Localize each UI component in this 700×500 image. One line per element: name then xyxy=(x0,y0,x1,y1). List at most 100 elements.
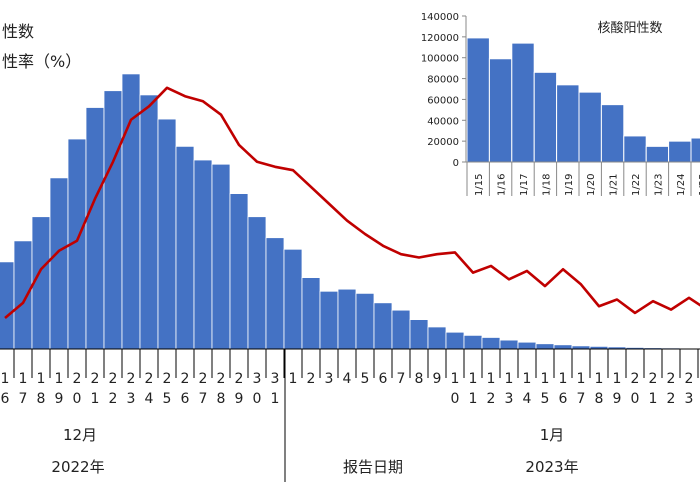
x-tick-label-31-0: 1 xyxy=(559,371,568,387)
bar-31 xyxy=(553,344,573,350)
month-label-dec: 12月 xyxy=(63,426,97,444)
bar-24 xyxy=(427,326,447,350)
x-tick-label-29-0: 1 xyxy=(523,371,532,387)
inset-bar-9 xyxy=(668,140,692,163)
x-tick-label-28-1: 3 xyxy=(505,391,514,407)
inset-x-tick-label-8: 1/23 xyxy=(653,174,664,196)
inset-title: 核酸阳性数 xyxy=(597,21,662,36)
bar-8 xyxy=(139,94,159,350)
bar-22 xyxy=(391,309,411,350)
x-tick-label-16-0: 1 xyxy=(289,371,298,387)
x-tick-label-0-0: 1 xyxy=(1,371,10,387)
x-tick-label-15-0: 3 xyxy=(271,371,280,387)
x-tick-label-37-0: 2 xyxy=(667,371,676,387)
x-tick-label-14-0: 3 xyxy=(253,371,262,387)
inset-y-tick-label-6: 120000 xyxy=(421,33,459,44)
positive-rate-line xyxy=(4,86,700,319)
x-tick-label-19-0: 4 xyxy=(343,371,352,387)
bar-17 xyxy=(301,277,321,350)
bar-27 xyxy=(481,337,501,350)
inset-x-tick-label-1: 1/16 xyxy=(497,174,508,196)
inset-x-tick-label-5: 1/20 xyxy=(586,174,597,196)
x-tick-label-38-1: 3 xyxy=(685,391,694,407)
x-tick-label-3-1: 9 xyxy=(55,391,64,407)
inset-bar-0 xyxy=(466,37,490,163)
bar-28 xyxy=(499,339,519,350)
x-tick-label-28-0: 1 xyxy=(505,371,514,387)
bar-21 xyxy=(373,302,393,350)
inset-y-tick-label-5: 100000 xyxy=(421,54,459,65)
x-tick-label-1-0: 1 xyxy=(19,371,28,387)
x-tick-label-9-0: 2 xyxy=(163,371,172,387)
x-tick-label-30-1: 5 xyxy=(541,391,550,407)
bar-16 xyxy=(283,248,303,350)
x-tick-label-6-0: 2 xyxy=(109,371,118,387)
year-label-2022: 2022年 xyxy=(51,458,104,476)
bar-11 xyxy=(193,159,213,350)
x-tick-label-0-1: 6 xyxy=(1,391,10,407)
bar-5 xyxy=(85,107,105,350)
x-tick-label-15-1: 1 xyxy=(271,391,280,407)
x-tick-label-32-1: 7 xyxy=(577,391,586,407)
inset-y-tick-label-3: 60000 xyxy=(427,95,459,106)
bar-18 xyxy=(319,290,339,350)
month-label-jan: 1月 xyxy=(540,426,565,444)
bar-9 xyxy=(157,118,177,350)
x-tick-label-36-1: 1 xyxy=(649,391,658,407)
x-tick-label-35-1: 0 xyxy=(631,391,640,407)
inset-x-tick-label-9: 1/24 xyxy=(676,174,687,196)
x-tick-label-26-0: 1 xyxy=(469,371,478,387)
inset-chart: 0 20000 40000 60000 80000 100000 120000 140000 1… xyxy=(421,12,700,196)
inset-x-tick-label-6: 1/21 xyxy=(609,174,620,196)
x-tick-label-5-0: 2 xyxy=(91,371,100,387)
x-tick-label-7-1: 3 xyxy=(127,391,136,407)
inset-bar-8 xyxy=(645,145,670,163)
x-tick-label-29-1: 4 xyxy=(523,391,532,407)
inset-bar-7 xyxy=(623,135,647,163)
x-tick-label-20-0: 5 xyxy=(361,371,370,387)
x-tick-label-35-0: 2 xyxy=(631,371,640,387)
x-tick-label-33-0: 1 xyxy=(595,371,604,387)
inset-bar-5 xyxy=(578,91,602,163)
bar-1 xyxy=(13,240,33,350)
x-tick-label-5-1: 1 xyxy=(91,391,100,407)
bar-30 xyxy=(535,343,555,350)
inset-y-tick-label-7: 140000 xyxy=(421,12,459,23)
bar-20 xyxy=(355,292,375,350)
bar-13 xyxy=(229,193,249,350)
x-tick-label-10-1: 6 xyxy=(181,391,190,407)
x-tick-label-36-0: 2 xyxy=(649,371,658,387)
x-tick-label-8-0: 2 xyxy=(145,371,154,387)
x-tick-label-4-0: 2 xyxy=(73,371,82,387)
x-tick-label-31-1: 6 xyxy=(559,391,568,407)
x-tick-label-11-0: 2 xyxy=(199,371,208,387)
x-tick-label-33-1: 8 xyxy=(595,391,604,407)
x-tick-label-23-0: 8 xyxy=(415,371,424,387)
x-tick-label-25-1: 0 xyxy=(451,391,460,407)
x-tick-label-30-0: 1 xyxy=(541,371,550,387)
inset-y-tick-label-2: 40000 xyxy=(427,116,459,127)
x-tick-label-24-0: 9 xyxy=(433,371,442,387)
legend-bar-label: 性数 xyxy=(2,22,34,41)
x-tick-label-13-1: 9 xyxy=(235,391,244,407)
x-tick-label-22-0: 7 xyxy=(397,371,406,387)
bar-12 xyxy=(211,163,231,350)
x-tick-label-4-1: 0 xyxy=(73,391,82,407)
bar-14 xyxy=(247,216,267,350)
x-tick-label-9-1: 5 xyxy=(163,391,172,407)
inset-y-tick-label-4: 80000 xyxy=(427,75,459,86)
x-tick-label-13-0: 2 xyxy=(235,371,244,387)
x-tick-label-26-1: 1 xyxy=(469,391,478,407)
inset-bar-6 xyxy=(600,104,625,163)
x-tick-label-32-0: 1 xyxy=(577,371,586,387)
bar-26 xyxy=(463,334,483,350)
x-tick-label-34-1: 9 xyxy=(613,391,622,407)
bar-3 xyxy=(49,177,69,350)
inset-x-tick-label-0: 1/15 xyxy=(474,174,485,196)
inset-x-tick-label-7: 1/22 xyxy=(631,174,642,196)
x-tick-label-7-0: 2 xyxy=(127,371,136,387)
x-tick-label-37-1: 2 xyxy=(667,391,676,407)
inset-bar-2 xyxy=(511,42,535,163)
